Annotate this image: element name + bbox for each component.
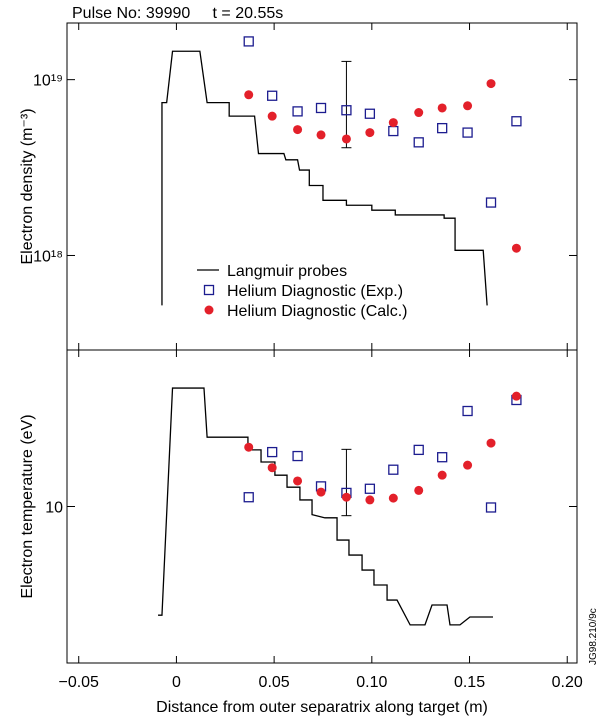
circle-marker bbox=[244, 90, 254, 100]
legend-label: Helium Diagnostic (Calc.) bbox=[227, 303, 408, 320]
square-marker bbox=[413, 137, 424, 148]
circle-marker bbox=[316, 487, 326, 497]
circle-marker bbox=[388, 118, 398, 128]
y-tick-label: 10 bbox=[45, 500, 63, 517]
x-tick-label: −0.05 bbox=[58, 674, 99, 691]
circle-marker bbox=[316, 130, 326, 140]
circle-marker bbox=[463, 460, 473, 470]
square-marker bbox=[437, 122, 448, 134]
circle-marker bbox=[293, 476, 303, 486]
x-tick-label: 0.15 bbox=[454, 674, 485, 691]
chart-title: Pulse No: 39990 t = 20.55s bbox=[72, 5, 283, 22]
square-marker bbox=[243, 492, 254, 503]
y-tick-label: 10¹⁹ bbox=[33, 73, 63, 90]
square-marker bbox=[485, 502, 497, 513]
square-marker bbox=[315, 102, 327, 114]
square-marker bbox=[413, 444, 424, 456]
square-marker bbox=[292, 450, 303, 462]
x-axis-label: Distance from outer separatrix along tar… bbox=[156, 699, 488, 716]
circle-marker bbox=[293, 125, 303, 135]
circle-marker bbox=[244, 442, 254, 452]
square-marker bbox=[267, 446, 278, 458]
circle-marker bbox=[511, 243, 521, 253]
circle-marker bbox=[511, 391, 521, 401]
square-marker bbox=[437, 452, 448, 463]
square-marker bbox=[388, 125, 399, 137]
y-axis-label: Electron temperature (eV) bbox=[19, 414, 36, 598]
legend-swatch bbox=[204, 305, 214, 315]
plot-frame bbox=[66, 349, 578, 664]
legend-swatch bbox=[203, 284, 215, 296]
x-tick-label: 0.20 bbox=[552, 674, 583, 691]
line bbox=[161, 50, 488, 306]
plot-frame bbox=[66, 22, 578, 351]
square-marker bbox=[511, 116, 522, 127]
line bbox=[158, 387, 493, 626]
circle-marker bbox=[437, 470, 447, 480]
x-tick-label: 0.10 bbox=[356, 674, 387, 691]
circle-marker bbox=[486, 79, 496, 89]
square-marker bbox=[243, 36, 254, 47]
square-marker bbox=[462, 127, 473, 138]
circle-marker bbox=[341, 134, 351, 144]
square-marker bbox=[388, 464, 399, 475]
y-tick-label: 10¹⁸ bbox=[33, 248, 63, 265]
square-marker bbox=[364, 108, 376, 119]
y-axis-label: Electron density (m⁻³) bbox=[19, 108, 36, 264]
circle-marker bbox=[388, 493, 398, 503]
circle-marker bbox=[463, 101, 473, 111]
circle-marker bbox=[365, 128, 375, 138]
circle-marker bbox=[414, 108, 424, 118]
square-marker bbox=[462, 405, 473, 417]
circle-marker bbox=[365, 495, 375, 505]
square-marker bbox=[364, 483, 376, 494]
square-marker bbox=[485, 197, 497, 208]
x-tick-label: 0 bbox=[172, 674, 181, 691]
legend-label: Helium Diagnostic (Exp.) bbox=[227, 283, 403, 300]
square-marker bbox=[292, 106, 303, 117]
figure-code: JG98.210/9c bbox=[588, 608, 599, 665]
circle-marker bbox=[341, 492, 351, 502]
square-marker bbox=[341, 105, 352, 116]
circle-marker bbox=[267, 463, 277, 473]
x-tick-label: 0.05 bbox=[259, 674, 290, 691]
square-marker bbox=[267, 90, 278, 101]
circle-marker bbox=[437, 103, 447, 113]
circle-marker bbox=[414, 485, 424, 495]
legend-label: Langmuir probes bbox=[227, 263, 347, 280]
circle-marker bbox=[486, 438, 496, 448]
circle-marker bbox=[267, 111, 277, 121]
